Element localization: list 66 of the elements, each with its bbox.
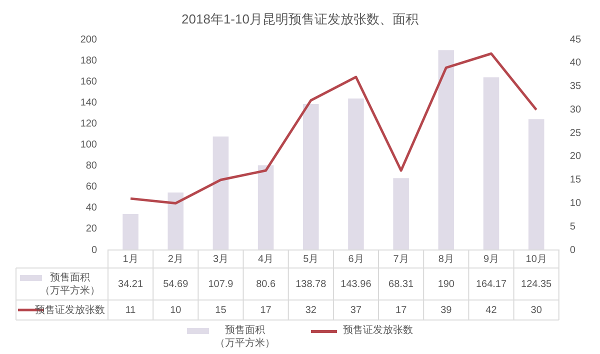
y2-tick-label: 5: [570, 221, 576, 232]
data-label: 30: [530, 304, 542, 316]
legend-label: 预售证发放张数: [343, 324, 413, 337]
y-tick-label: 180: [80, 55, 98, 66]
x-tick-label: 7月: [393, 254, 409, 265]
data-label: 42: [486, 304, 498, 316]
y-tick-label: 100: [80, 140, 98, 151]
bar: [258, 165, 274, 250]
data-label: 17: [260, 304, 272, 316]
x-tick-label: 9月: [483, 254, 500, 265]
y2-tick-label: 10: [570, 198, 582, 209]
y-tick-label: 120: [80, 118, 98, 130]
y-tick-label: 160: [80, 76, 98, 88]
y2-tick-label: 0: [570, 244, 576, 256]
y2-tick-label: 40: [570, 58, 582, 69]
bar: [303, 104, 319, 250]
x-tick-label: 5月: [303, 254, 319, 265]
chart-title: 2018年1-10月昆明预售证发放张数、面积: [182, 11, 418, 26]
bar: [393, 178, 409, 250]
y-tick-label: 20: [86, 224, 98, 235]
y-tick-label: 0: [91, 244, 98, 256]
x-tick-label: 1月: [122, 254, 138, 265]
x-tick-label: 10月: [526, 254, 547, 265]
data-label: 17: [396, 304, 408, 316]
bar: [212, 136, 229, 250]
text: 预售面积（万平方米）: [215, 325, 275, 349]
data-label: 34.21: [118, 278, 144, 290]
bar: [348, 98, 364, 250]
data-label: 11: [125, 304, 136, 316]
bar: [122, 214, 138, 250]
data-label: 68.31: [388, 278, 414, 290]
x-tick-label: 3月: [212, 254, 228, 265]
data-label: 124.35: [521, 278, 552, 290]
bar: [483, 77, 500, 250]
data-label: 10: [170, 304, 182, 316]
data-label: 32: [305, 304, 317, 316]
data-label: 138.78: [296, 278, 327, 290]
y-tick-label: 60: [86, 182, 98, 193]
x-tick-label: 8月: [438, 254, 454, 265]
y-tick-label: 80: [86, 160, 98, 172]
y2-tick-label: 35: [570, 81, 582, 92]
y2-tick-label: 30: [570, 104, 582, 116]
y2-tick-label: 15: [570, 174, 582, 186]
data-label: 15: [215, 304, 227, 316]
text: 预售证发放张数: [35, 304, 105, 316]
y-tick-label: 140: [80, 97, 98, 108]
y-tick-label: 40: [86, 202, 98, 214]
y2-tick-label: 45: [570, 34, 582, 46]
data-label: 190: [438, 278, 455, 290]
x-tick-label: 2月: [168, 254, 184, 265]
bar: [168, 192, 184, 250]
bar: [528, 119, 544, 250]
data-label: 107.9: [208, 278, 234, 290]
bar: [438, 50, 454, 250]
x-tick-label: 6月: [348, 254, 364, 265]
data-label: 164.17: [476, 278, 507, 290]
legend-label: 预售面积（万平方米）: [40, 271, 100, 296]
x-tick-label: 4月: [258, 254, 274, 265]
y2-tick-label: 25: [570, 128, 582, 139]
data-label: 39: [440, 304, 452, 316]
y2-tick-label: 20: [570, 151, 582, 162]
y-tick-label: 200: [80, 34, 98, 46]
data-label: 54.69: [163, 278, 189, 290]
data-label: 143.96: [340, 278, 372, 290]
data-label: 37: [350, 304, 362, 316]
data-label: 80.6: [256, 278, 276, 290]
